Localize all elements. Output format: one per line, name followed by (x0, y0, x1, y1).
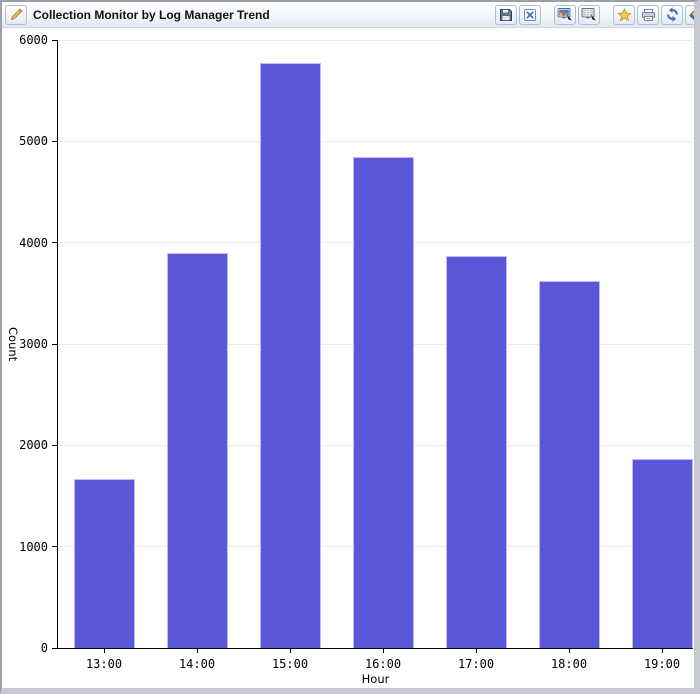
print-icon (641, 8, 655, 21)
x-tick-label: 15:00 (271, 657, 309, 671)
tag-icon (688, 9, 694, 21)
y-axis-tick (52, 140, 58, 142)
chart-bar-15:00[interactable] (259, 63, 321, 648)
chart-bar-16:00[interactable] (352, 156, 414, 648)
x-axis-tick (662, 649, 663, 653)
chart-bar-18:00[interactable] (538, 281, 600, 648)
save-icon (500, 8, 512, 21)
x-tick-label: 19:00 (643, 657, 681, 671)
y-tick-label: 3000 (19, 337, 48, 351)
x-axis-title: Hour (361, 672, 390, 686)
toolbar-spacer (543, 14, 552, 15)
y-axis-tick (52, 546, 58, 548)
x-tick-label: 16:00 (364, 657, 402, 671)
pencil-icon (10, 8, 22, 21)
y-tick-label: 4000 (19, 235, 48, 250)
close-icon (524, 8, 536, 21)
favorite-star-icon (616, 7, 632, 21)
y-tick-label: 2000 (19, 438, 48, 453)
plot-area: 0 1000 2000 3000 4000 5000 6000 13:00 14:00 15:00… (19, 33, 693, 671)
chart-bar-19:00[interactable] (631, 458, 693, 648)
x-axis-tick (197, 649, 198, 653)
title-bar: Collection Monitor by Log Manager Trend (2, 2, 694, 28)
widget-title: Collection Monitor by Log Manager Trend (33, 7, 270, 22)
toolbar-spacer (602, 14, 611, 15)
x-axis-tick (383, 649, 384, 653)
y-tick-label: 0 (40, 641, 48, 655)
table-view-button[interactable] (578, 4, 600, 25)
y-axis-tick (52, 444, 58, 446)
y-tick-label: 1000 (19, 539, 48, 554)
x-tick-label: 13:00 (85, 657, 123, 671)
refresh-icon (666, 7, 678, 22)
x-axis-tick (104, 649, 105, 653)
close-button[interactable] (519, 4, 541, 25)
chart-view-button[interactable] (554, 4, 576, 25)
table-view-icon (581, 8, 596, 21)
x-tick-label: 18:00 (550, 657, 588, 671)
gridline (58, 39, 693, 41)
gridline (58, 140, 693, 142)
print-button[interactable] (637, 4, 659, 25)
x-tick-label: 17:00 (457, 657, 495, 671)
y-tick-label: 5000 (19, 134, 48, 149)
chart-bar-14:00[interactable] (166, 252, 228, 648)
y-axis-tick (52, 39, 58, 41)
x-axis-tick (569, 649, 570, 653)
toolbar (495, 4, 694, 25)
tag-button[interactable] (685, 4, 694, 25)
chart-bar-17:00[interactable] (445, 255, 507, 648)
y-axis-tick (52, 343, 58, 345)
x-tick-label: 14:00 (178, 657, 216, 671)
chart-bar-13:00[interactable] (73, 478, 135, 648)
y-axis-tick (52, 647, 58, 649)
edit-button[interactable] (5, 4, 27, 25)
favorite-button[interactable] (613, 4, 635, 25)
chart-view-icon (557, 8, 572, 21)
save-button[interactable] (495, 4, 517, 25)
y-axis-tick (52, 242, 58, 244)
y-tick-label: 6000 (19, 33, 48, 47)
refresh-button[interactable] (661, 4, 683, 25)
x-axis-tick (476, 649, 477, 653)
y-axis-title: Count (6, 326, 20, 362)
x-axis-tick (290, 649, 291, 653)
